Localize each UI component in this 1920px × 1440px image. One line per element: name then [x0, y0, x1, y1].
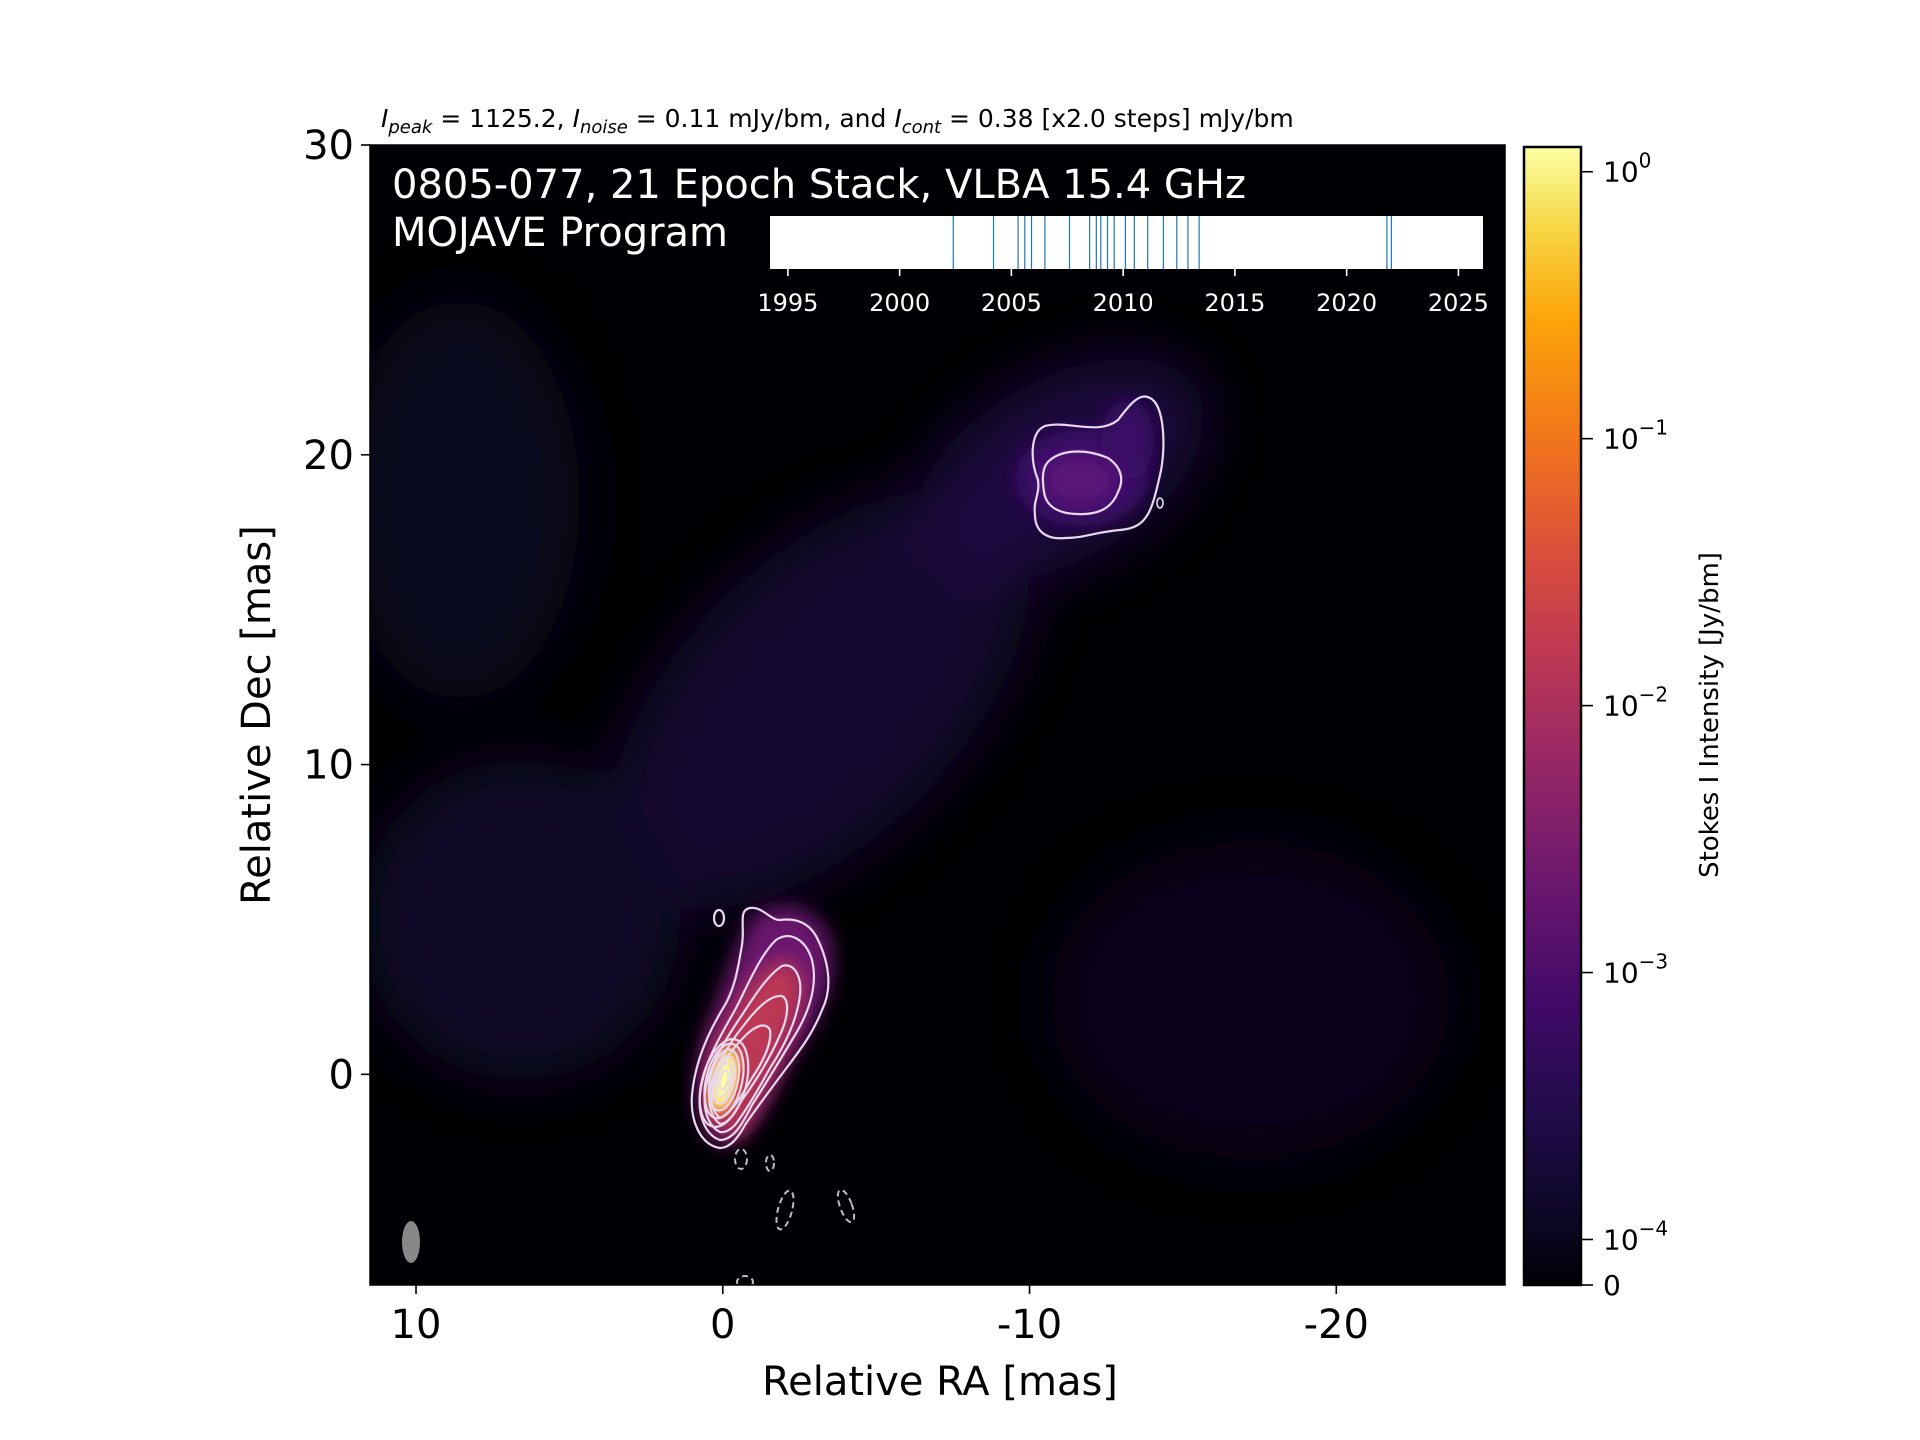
timeline-tick-label: 1995 [757, 289, 818, 317]
beam-ellipse [402, 1221, 420, 1263]
noise-sub: noise [580, 117, 628, 138]
timeline-tick-label: 2005 [981, 289, 1042, 317]
colorbar-ticks: 100 10−1 10−2 10−3 10−4 0 [1581, 149, 1668, 1302]
colorbar: 100 10−1 10−2 10−3 10−4 0 Stokes I Intensity … [1522, 145, 1725, 1302]
core-contour-6 [698, 1038, 750, 1128]
cont-symbol: I [894, 104, 901, 133]
small-contour [712, 908, 726, 928]
colorbar-tick-label: 10−2 [1603, 683, 1668, 723]
y-tick-label: 10 [303, 743, 354, 789]
timeline-ticks: 1995 2000 2005 2010 2015 2020 2025 [757, 269, 1489, 317]
core-contour-9 [711, 1055, 737, 1105]
negative-contours [734, 1148, 856, 1285]
core-jet [690, 906, 832, 1150]
outer-contour-3 [1156, 497, 1164, 509]
map-frame [369, 144, 1506, 1286]
x-axis: 10 0 -10 -20 [391, 1285, 1369, 1348]
core-contour-11 [718, 1069, 730, 1091]
timeline-tick-label: 2015 [1204, 289, 1265, 317]
x-tick-label: 10 [391, 1302, 442, 1348]
core-contour-10 [715, 1062, 733, 1098]
x-axis-label: Relative RA [mas] [762, 1359, 1118, 1405]
colorbar-tick-label: 0 [1603, 1269, 1621, 1302]
epoch-timeline: 1995 2000 2005 2010 2015 2020 2025 [757, 216, 1489, 317]
colorbar-label: Stokes I Intensity [Jy/bm] [1695, 552, 1725, 878]
core-contour-3 [703, 964, 802, 1134]
noise-symbol: I [573, 104, 580, 133]
epoch-lines [952, 216, 1392, 269]
plot-header: Ipeak = 1125.2, Inoise = 0.11 mJy/bm, an… [381, 104, 1294, 138]
core-contour-7 [703, 1042, 745, 1120]
peak-sub: peak [387, 117, 434, 138]
noise-text: = 0.11 mJy/bm, and [628, 104, 895, 133]
colorbar-tick-label: 10−4 [1603, 1216, 1668, 1256]
y-tick-label: 20 [303, 433, 354, 479]
x-tick-label: 0 [710, 1302, 735, 1348]
core-contour-1 [690, 906, 830, 1150]
timeline-box [770, 216, 1483, 269]
y-tick-label: 0 [329, 1052, 354, 1098]
y-axis-label: Relative Dec [mas] [234, 525, 280, 905]
map-subtitle: MOJAVE Program [392, 210, 728, 256]
core-contour-8 [707, 1048, 741, 1112]
x-tick-label: -10 [997, 1302, 1062, 1348]
outer-contour-1 [1031, 395, 1165, 540]
peak-text: = 1125.2, [432, 104, 572, 133]
timeline-tick-label: 2020 [1316, 289, 1377, 317]
peak-symbol: I [381, 104, 388, 133]
map-title: 0805-077, 21 Epoch Stack, VLBA 15.4 GHz [392, 162, 1246, 208]
outer-component [1016, 395, 1165, 540]
outer-contour-2 [1041, 450, 1123, 516]
colorbar-tick-label: 10−3 [1603, 950, 1668, 990]
diffuse-emission [370, 300, 1450, 1160]
cont-sub: cont [902, 117, 942, 138]
y-tick-label: 30 [303, 123, 354, 169]
colorbar-tick-label: 10−1 [1603, 416, 1668, 456]
y-axis: 0 10 20 30 [303, 123, 370, 1098]
timeline-tick-label: 2010 [1093, 289, 1154, 317]
timeline-tick-label: 2000 [869, 289, 930, 317]
timeline-tick-label: 2025 [1428, 289, 1489, 317]
x-tick-label: -20 [1304, 1302, 1369, 1348]
cont-text: = 0.38 [x2.0 steps] mJy/bm [941, 104, 1294, 133]
intensity-map [369, 144, 1506, 1286]
colorbar-tick-label: 100 [1603, 149, 1651, 189]
colorbar-gradient [1522, 145, 1583, 1287]
